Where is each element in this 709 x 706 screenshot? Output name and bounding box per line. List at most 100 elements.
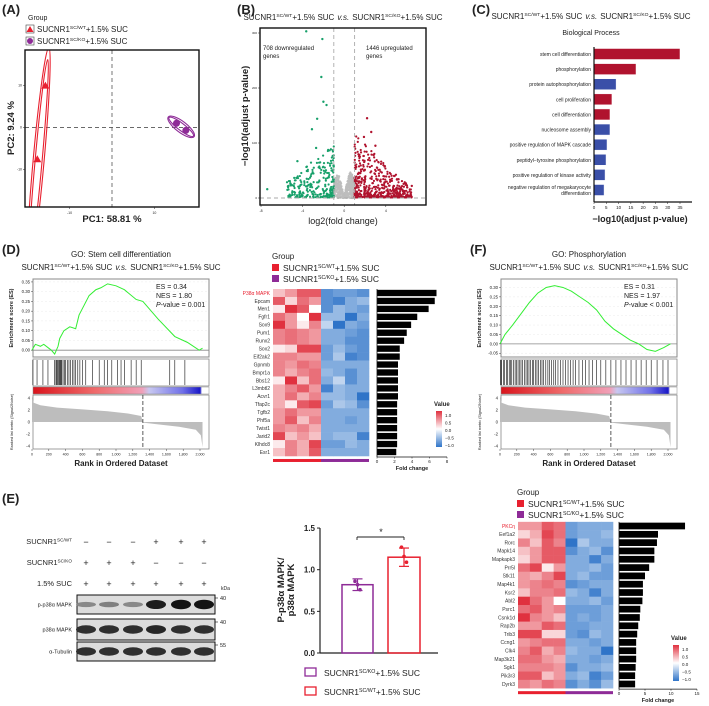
heatmap-cell xyxy=(553,613,566,622)
heatmap-cell xyxy=(297,440,310,449)
protein-band xyxy=(146,599,166,610)
gene-label: Esr1 xyxy=(260,450,271,456)
heatmap-cell xyxy=(529,546,543,556)
x-axis-label: log2(fold change) xyxy=(308,216,378,226)
heatmap-cell xyxy=(345,304,358,314)
heatmap-cell xyxy=(309,416,322,425)
text-part: SUCNR1 xyxy=(528,510,563,520)
heatmap-cell xyxy=(333,392,346,401)
heatmap-cell xyxy=(297,304,310,314)
nes-value: NES = 1.97 xyxy=(624,293,660,300)
category-label: positive regulation of kinase activity xyxy=(513,173,592,179)
point-upregulated xyxy=(361,167,364,171)
heatmap-cell xyxy=(577,538,590,548)
text-part: +1.5% SUC xyxy=(86,25,128,34)
point-upregulated xyxy=(373,185,376,188)
point-upregulated xyxy=(358,159,361,162)
point-downregulated xyxy=(327,171,330,175)
heatmap-cell xyxy=(601,654,614,664)
heatmap-cell xyxy=(309,376,322,385)
point-upregulated xyxy=(394,187,398,191)
x-tick-label: 600 xyxy=(79,453,85,457)
protein-band xyxy=(76,625,96,634)
condition-mark: − xyxy=(130,537,135,547)
point-upregulated xyxy=(358,155,362,158)
heatmap-cell xyxy=(273,289,286,298)
metric-tick-label: 4 xyxy=(496,396,499,401)
superscript: SC/KO xyxy=(70,37,86,43)
heatmap-cell xyxy=(309,448,322,457)
point-upregulated xyxy=(355,165,358,169)
point-downregulated xyxy=(324,170,327,174)
point-downregulated xyxy=(326,171,329,175)
text-part: SUCNR1 xyxy=(324,687,359,697)
heatmap-cell xyxy=(285,296,298,306)
point-downregulated xyxy=(317,157,320,161)
point-downregulated xyxy=(318,179,321,182)
heatmap-cell xyxy=(518,530,531,539)
gene-label: L3mbtl2 xyxy=(252,386,270,392)
bar-wt xyxy=(387,556,421,654)
legend-item-ko: SUCNR1SC/KO+1.5% SUC xyxy=(324,668,420,678)
fold-change-bar xyxy=(377,361,398,368)
gene-label: Eef1a2 xyxy=(499,532,515,538)
text-part: v.s. xyxy=(115,263,127,272)
point-upregulated xyxy=(377,161,380,164)
x-tick-label: 2,000 xyxy=(664,453,673,457)
heatmap-cell xyxy=(273,336,286,345)
x-tick-label: 200 xyxy=(46,453,52,457)
point-upregulated xyxy=(368,187,371,190)
point-downregulated xyxy=(330,167,333,170)
fold-change-bar xyxy=(377,305,429,313)
point-downregulated xyxy=(312,180,315,184)
heatmap-cell xyxy=(577,646,590,656)
text-part: SUCNR1 xyxy=(324,668,359,678)
heatmap-cell xyxy=(518,563,531,573)
condition-mark: + xyxy=(201,537,206,547)
heatmap-cell xyxy=(529,646,543,656)
text-part: +1.5% SUC xyxy=(70,263,112,272)
x-axis-label: Rank in Ordered Dataset xyxy=(74,459,168,468)
point-downregulated xyxy=(316,195,319,198)
panel-label-C: (C) xyxy=(472,2,490,17)
heatmap-cell xyxy=(309,432,322,441)
y-tick-label: 0.25 xyxy=(490,294,499,299)
point-downregulated xyxy=(310,190,313,193)
legend-swatch-ko xyxy=(304,667,317,677)
point-upregulated xyxy=(356,193,359,196)
heatmap-cell xyxy=(333,408,346,417)
gene-label: Psrc1 xyxy=(502,607,515,613)
heatmap-cell xyxy=(357,400,370,409)
heatmap-cell xyxy=(541,654,554,664)
point-upregulated xyxy=(377,174,381,177)
heatmap-cell xyxy=(273,344,286,353)
heatmap-cell xyxy=(589,663,602,672)
protein-band xyxy=(171,625,191,634)
point-downregulated xyxy=(322,176,325,179)
heatmap-cell xyxy=(529,605,543,614)
point-downregulated xyxy=(324,189,328,192)
heatmap-cell xyxy=(589,671,602,681)
color-scale-label: −1.0 xyxy=(682,677,691,682)
point-upregulated xyxy=(368,165,372,169)
fold-change-bar xyxy=(377,409,398,416)
heatmap-cell xyxy=(273,400,286,409)
heatmap-cell xyxy=(601,571,614,581)
gene-label: Mapk14 xyxy=(497,549,515,555)
heatmap-cell xyxy=(309,352,322,361)
x-tick-label: 0 xyxy=(499,453,501,457)
gene-label: Runx2 xyxy=(256,339,271,345)
metric-tick-label: -2 xyxy=(26,432,30,437)
heatmap-cell xyxy=(601,646,614,656)
heatmap-cell xyxy=(333,352,346,361)
point-not-significant xyxy=(347,177,350,180)
point-not-significant xyxy=(338,186,341,190)
triangle-icon xyxy=(26,26,34,32)
gene-label: Bmpr1a xyxy=(252,370,270,376)
point-upregulated xyxy=(370,175,373,178)
heatmap-cell xyxy=(601,671,614,681)
heatmap-cell xyxy=(285,289,298,298)
heatmap-cell xyxy=(285,344,298,353)
point-upregulated xyxy=(363,187,366,191)
point-downregulated xyxy=(294,179,297,182)
